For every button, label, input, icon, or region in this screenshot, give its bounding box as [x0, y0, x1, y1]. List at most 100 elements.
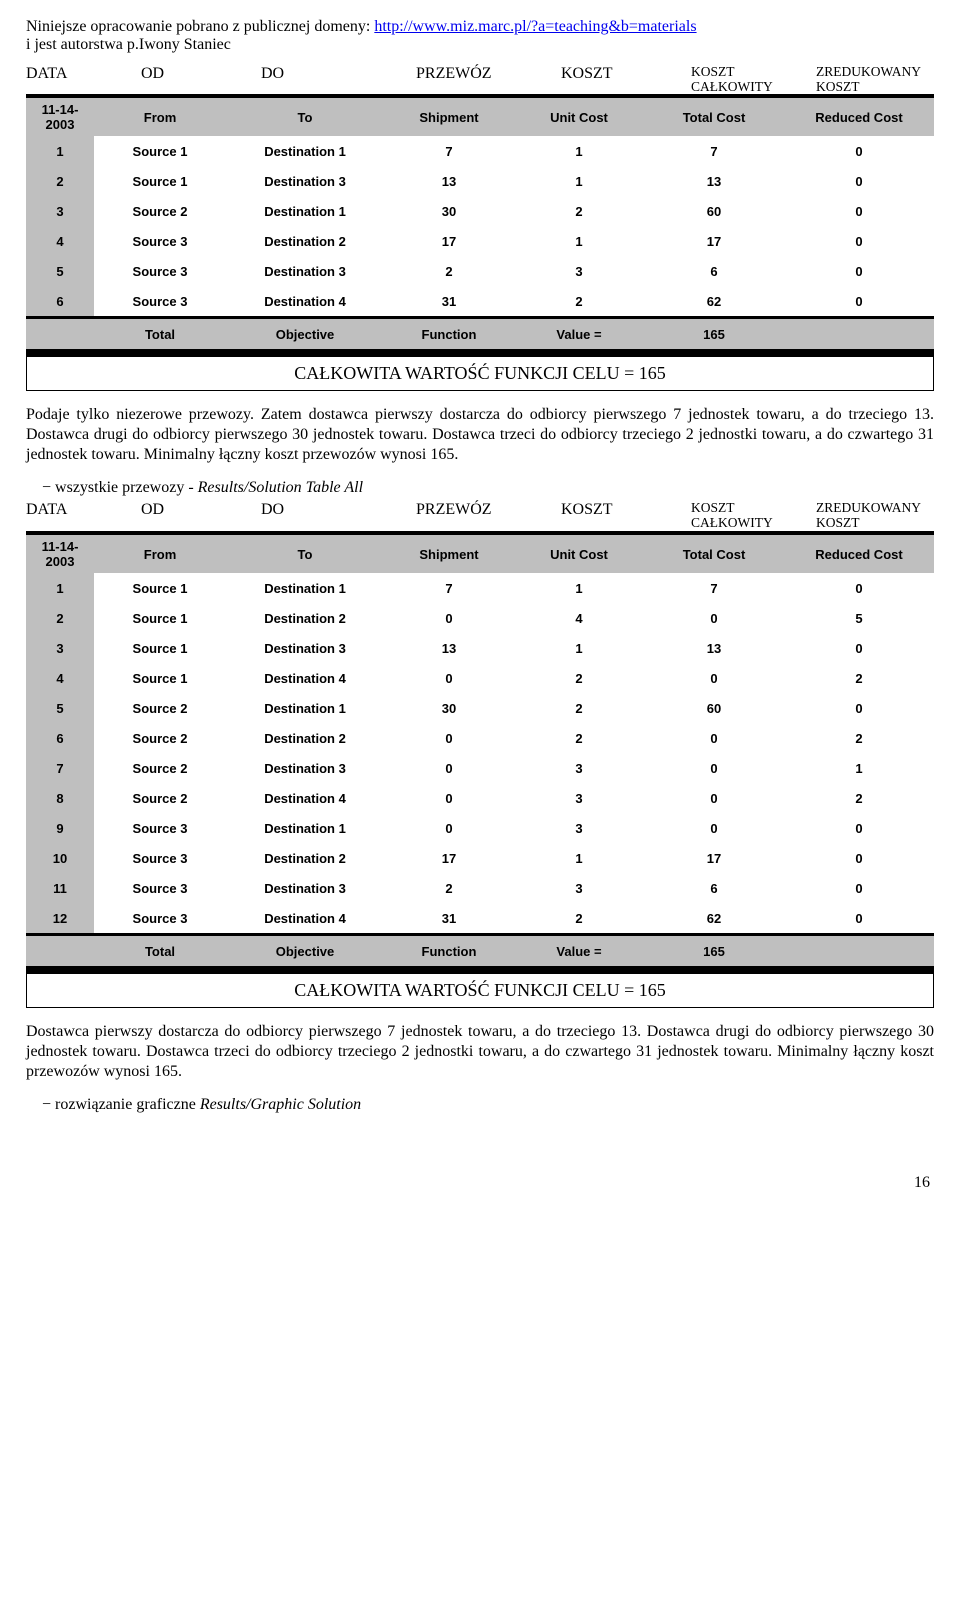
- table-row: 4Source 1Destination 40202: [26, 663, 934, 693]
- header-row-1: DATA OD DO PRZEWÓZ KOSZT KOSZT CAŁKOWITY…: [26, 65, 934, 95]
- total-e: 165: [644, 318, 784, 352]
- col-rc: Reduced Cost: [784, 533, 934, 573]
- cell-to: Destination 1: [226, 136, 384, 166]
- cell-rc: 0: [784, 166, 934, 196]
- cell-tc: 0: [644, 753, 784, 783]
- table-header-row: 11-14-2003 From To Shipment Unit Cost To…: [26, 96, 934, 136]
- cell-rc: 0: [784, 843, 934, 873]
- cell-from: Source 3: [94, 286, 226, 318]
- total-c: Function: [384, 935, 514, 969]
- hdr-przewoz: PRZEWÓZ: [416, 65, 561, 95]
- cell-from: Source 1: [94, 633, 226, 663]
- cell-uc: 2: [514, 723, 644, 753]
- cell-uc: 2: [514, 903, 644, 935]
- row-index: 6: [26, 286, 94, 318]
- cell-tc: 0: [644, 813, 784, 843]
- intro-line2: i jest autorstwa p.Iwony Staniec: [26, 36, 231, 53]
- cell-tc: 17: [644, 226, 784, 256]
- row-index: 5: [26, 256, 94, 286]
- intro-link[interactable]: http://www.miz.marc.pl/?a=teaching&b=mat…: [374, 18, 696, 35]
- cell-to: Destination 3: [226, 166, 384, 196]
- total-b: Objective: [226, 318, 384, 352]
- caption-1: CAŁKOWITA WARTOŚĆ FUNKCJI CELU = 165: [26, 353, 934, 391]
- cell-rc: 0: [784, 136, 934, 166]
- row-index: 9: [26, 813, 94, 843]
- col-from: From: [94, 533, 226, 573]
- cell-rc: 0: [784, 873, 934, 903]
- cell-to: Destination 4: [226, 903, 384, 935]
- cell-tc: 6: [644, 873, 784, 903]
- cell-rc: 0: [784, 256, 934, 286]
- hdr-od-2: OD: [141, 501, 261, 531]
- cell-rc: 0: [784, 813, 934, 843]
- total-row: TotalObjectiveFunctionValue =165: [26, 318, 934, 352]
- cell-ship: 2: [384, 873, 514, 903]
- cell-ship: 2: [384, 256, 514, 286]
- col-from: From: [94, 96, 226, 136]
- cell-from: Source 2: [94, 693, 226, 723]
- cell-tc: 62: [644, 903, 784, 935]
- cell-ship: 17: [384, 226, 514, 256]
- cell-ship: 0: [384, 663, 514, 693]
- cell-rc: 0: [784, 573, 934, 603]
- cell-tc: 62: [644, 286, 784, 318]
- solution-table-2: 11-14-2003 From To Shipment Unit Cost To…: [26, 531, 934, 970]
- cell-from: Source 2: [94, 783, 226, 813]
- cell-tc: 13: [644, 633, 784, 663]
- table-row: 6Source 3Destination 4312620: [26, 286, 934, 318]
- hdr-przewoz-2: PRZEWÓZ: [416, 501, 561, 531]
- total-b: Objective: [226, 935, 384, 969]
- table-row: 2Source 1Destination 20405: [26, 603, 934, 633]
- cell-tc: 17: [644, 843, 784, 873]
- cell-ship: 17: [384, 843, 514, 873]
- row-index: 12: [26, 903, 94, 935]
- cell-uc: 1: [514, 573, 644, 603]
- cell-uc: 3: [514, 753, 644, 783]
- cell-from: Source 2: [94, 753, 226, 783]
- col-tc: Total Cost: [644, 96, 784, 136]
- hdr-od: OD: [141, 65, 261, 95]
- cell-ship: 13: [384, 633, 514, 663]
- col-to: To: [226, 96, 384, 136]
- cell-rc: 2: [784, 663, 934, 693]
- total-e: 165: [644, 935, 784, 969]
- cell-uc: 1: [514, 136, 644, 166]
- table-row: 1Source 1Destination 17170: [26, 136, 934, 166]
- row-index: 11: [26, 873, 94, 903]
- row-index: 7: [26, 753, 94, 783]
- cell-tc: 7: [644, 136, 784, 166]
- table-row: 6Source 2Destination 20202: [26, 723, 934, 753]
- cell-uc: 1: [514, 166, 644, 196]
- total-row: TotalObjectiveFunctionValue =165: [26, 935, 934, 969]
- bullet2-pre: rozwiązanie graficzne: [55, 1096, 200, 1113]
- table-row: 5Source 2Destination 1302600: [26, 693, 934, 723]
- cell-tc: 60: [644, 196, 784, 226]
- page-number: 16: [26, 1174, 934, 1192]
- row-index: 10: [26, 843, 94, 873]
- cell-rc: 0: [784, 693, 934, 723]
- bullet-graphic-solution: rozwiązanie graficzne Results/Graphic So…: [60, 1096, 934, 1114]
- cell-uc: 3: [514, 783, 644, 813]
- hdr-zred-2: ZREDUKOWANY KOSZT: [816, 501, 933, 531]
- row-index: 8: [26, 783, 94, 813]
- cell-to: Destination 1: [226, 196, 384, 226]
- cell-from: Source 1: [94, 573, 226, 603]
- cell-uc: 1: [514, 843, 644, 873]
- total-a: Total: [94, 935, 226, 969]
- cell-to: Destination 2: [226, 723, 384, 753]
- cell-ship: 7: [384, 136, 514, 166]
- cell-uc: 3: [514, 813, 644, 843]
- cell-uc: 2: [514, 693, 644, 723]
- table-row: 10Source 3Destination 2171170: [26, 843, 934, 873]
- cell-to: Destination 3: [226, 256, 384, 286]
- cell-tc: 0: [644, 603, 784, 633]
- cell-uc: 3: [514, 256, 644, 286]
- cell-ship: 0: [384, 723, 514, 753]
- cell-from: Source 3: [94, 903, 226, 935]
- cell-ship: 0: [384, 813, 514, 843]
- cell-tc: 7: [644, 573, 784, 603]
- cell-ship: 7: [384, 573, 514, 603]
- cell-from: Source 2: [94, 723, 226, 753]
- total-c: Function: [384, 318, 514, 352]
- row-index: 2: [26, 166, 94, 196]
